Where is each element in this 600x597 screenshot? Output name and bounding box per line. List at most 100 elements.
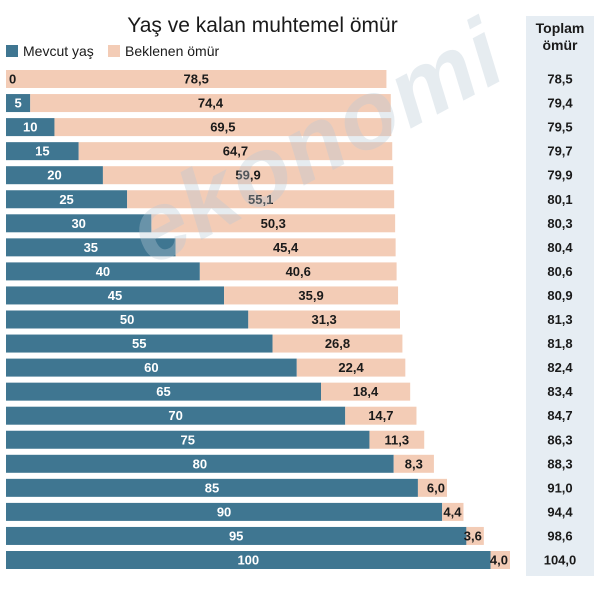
bar-current-age — [6, 118, 55, 137]
expected-label: 6,0 — [427, 480, 445, 495]
bar-current-age — [6, 142, 79, 161]
bar-expected — [345, 406, 417, 425]
total-label: 94,4 — [547, 504, 573, 519]
total-label: 82,4 — [547, 360, 573, 375]
bar-current-age — [6, 310, 249, 329]
bar-expected — [417, 478, 447, 497]
age-label: 60 — [144, 360, 158, 375]
age-label: 90 — [217, 504, 231, 519]
legend-item-expected: Beklenen ömür — [108, 43, 219, 59]
bar-expected — [296, 358, 406, 377]
total-label: 80,4 — [547, 240, 573, 255]
total-label: 84,7 — [547, 408, 572, 423]
expected-label: 74,4 — [198, 96, 224, 111]
bar-current-age — [6, 286, 225, 305]
expected-label: 26,8 — [325, 336, 350, 351]
bar-expected — [466, 526, 484, 545]
bar-current-age — [6, 454, 394, 473]
age-label: 0 — [9, 72, 16, 87]
total-label: 91,0 — [547, 480, 572, 495]
bar-expected — [442, 502, 464, 521]
bar-current-age — [6, 214, 152, 233]
total-column-background — [526, 16, 594, 576]
total-label: 80,1 — [547, 192, 572, 207]
total-label: 78,5 — [547, 72, 572, 87]
age-label: 55 — [132, 336, 146, 351]
age-label: 80 — [193, 456, 207, 471]
age-label: 75 — [180, 432, 194, 447]
bar-expected — [321, 382, 411, 401]
total-label: 79,4 — [547, 96, 573, 111]
total-label: 79,5 — [547, 120, 572, 135]
total-label: 83,4 — [547, 384, 573, 399]
bar-current-age — [6, 166, 103, 185]
bar-expected — [199, 262, 397, 281]
legend-swatch-current-age — [6, 45, 18, 57]
expected-label: 69,5 — [210, 120, 235, 135]
bar-expected — [102, 166, 394, 185]
legend-label-current-age: Mevcut yaş — [23, 43, 94, 59]
chart-title: Yaş ve kalan muhtemel ömür — [127, 14, 398, 37]
age-label: 10 — [23, 120, 37, 135]
age-label: 50 — [120, 312, 134, 327]
bar-expected — [151, 214, 396, 233]
age-label: 100 — [237, 553, 259, 568]
expected-label: 3,6 — [464, 528, 482, 543]
bar-expected — [490, 551, 510, 569]
total-label: 98,6 — [547, 528, 572, 543]
age-label: 85 — [205, 480, 219, 495]
bar-expected — [78, 142, 393, 161]
expected-label: 11,3 — [385, 432, 410, 447]
expected-label: 4,0 — [490, 553, 508, 568]
expected-label: 50,3 — [261, 216, 286, 231]
age-label: 95 — [229, 528, 243, 543]
total-label: 80,9 — [547, 288, 572, 303]
bar-current-age — [6, 502, 443, 521]
expected-label: 8,3 — [405, 456, 423, 471]
total-label: 80,3 — [547, 216, 572, 231]
bar-expected — [175, 238, 396, 257]
total-label: 79,9 — [547, 168, 572, 183]
bar-expected — [224, 286, 399, 305]
bar-expected — [30, 94, 391, 113]
total-header-line-2: ömür — [542, 37, 578, 53]
expected-label: 59,9 — [235, 168, 260, 183]
bar-expected — [127, 190, 395, 209]
total-column-header: Toplam ömür — [526, 20, 594, 54]
bar-current-age — [6, 526, 467, 545]
bar-current-age — [6, 94, 31, 113]
bar-expected — [272, 334, 403, 353]
bar-current-age — [6, 334, 273, 353]
age-label: 20 — [47, 168, 61, 183]
bar-current-age — [6, 382, 321, 401]
total-label: 81,3 — [547, 312, 572, 327]
bar-current-age — [6, 358, 297, 377]
age-label: 25 — [59, 192, 73, 207]
expected-label: 35,9 — [298, 288, 323, 303]
age-label: 45 — [108, 288, 122, 303]
bar-current-age — [6, 262, 200, 281]
legend-item-current-age: Mevcut yaş — [6, 43, 94, 59]
expected-label: 31,3 — [311, 312, 336, 327]
total-label: 81,8 — [547, 336, 572, 351]
expected-label: 45,4 — [273, 240, 299, 255]
total-label: 79,7 — [547, 144, 572, 159]
bar-current-age — [6, 190, 128, 209]
total-label: 88,3 — [547, 456, 572, 471]
bar-expected — [393, 454, 434, 473]
total-label: 104,0 — [544, 553, 577, 568]
expected-label: 55,1 — [248, 192, 273, 207]
age-label: 35 — [84, 240, 98, 255]
bar-current-age — [6, 478, 418, 497]
expected-label: 18,4 — [353, 384, 379, 399]
age-label: 70 — [168, 408, 182, 423]
bar-current-age — [6, 238, 176, 257]
age-label: 65 — [156, 384, 170, 399]
bar-expected — [369, 430, 425, 449]
expected-label: 14,7 — [368, 408, 393, 423]
expected-label: 40,6 — [286, 264, 311, 279]
age-label: 30 — [71, 216, 85, 231]
total-label: 86,3 — [547, 432, 572, 447]
